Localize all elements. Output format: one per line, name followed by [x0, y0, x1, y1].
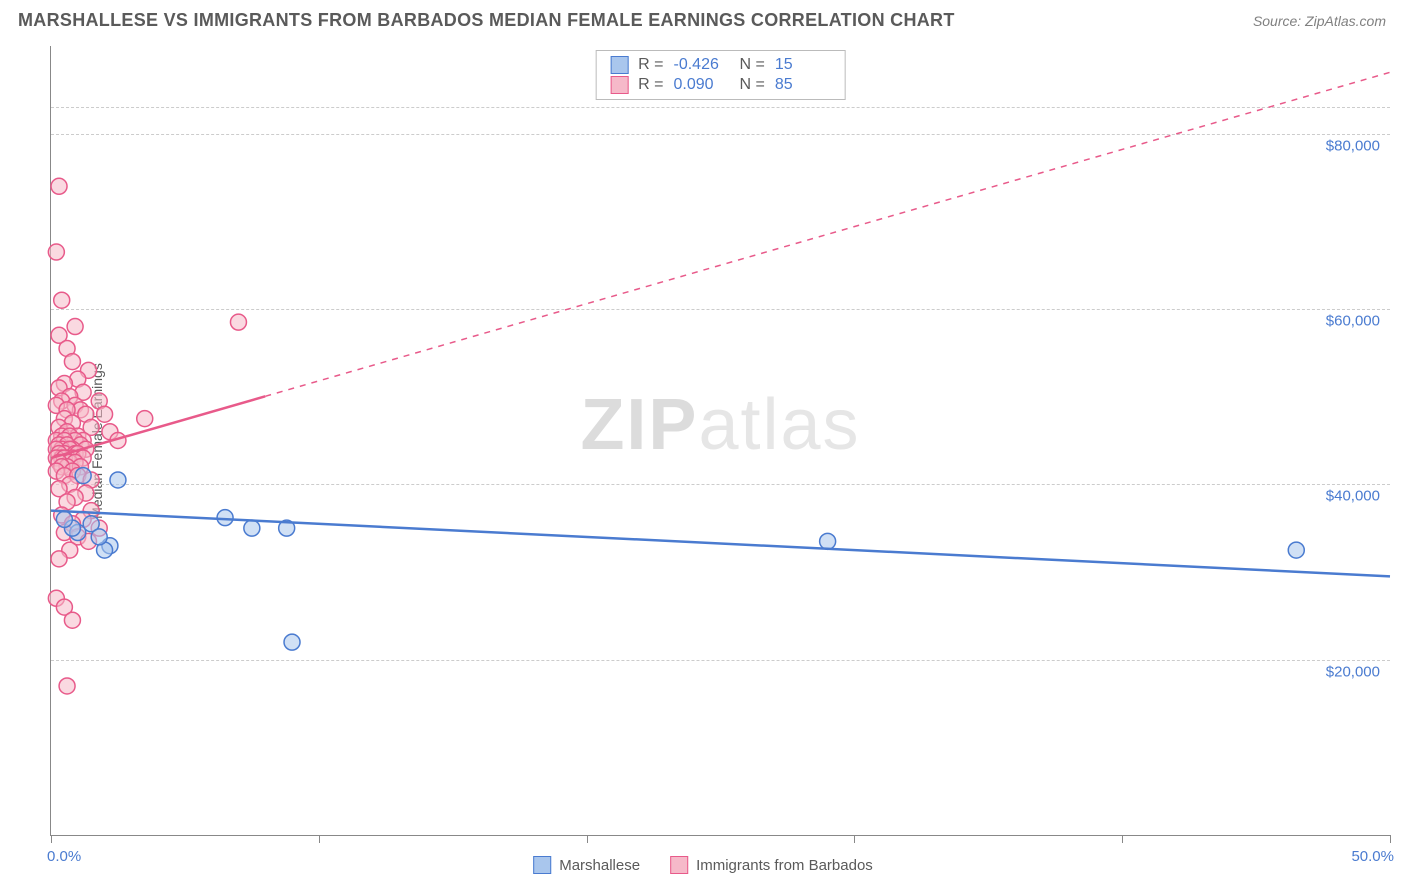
- data-point: [54, 292, 70, 308]
- data-point: [137, 411, 153, 427]
- data-point: [59, 678, 75, 694]
- legend-label-pink: Immigrants from Barbados: [696, 857, 873, 874]
- data-point: [64, 612, 80, 628]
- n2-label: N =: [740, 76, 765, 94]
- x-tick: [854, 835, 855, 843]
- swatch-pink: [610, 76, 628, 94]
- x-tick: [1390, 835, 1391, 843]
- data-point: [1288, 542, 1304, 558]
- r2-label: R =: [638, 76, 663, 94]
- n1-label: N =: [740, 56, 765, 74]
- swatch-blue: [610, 56, 628, 74]
- n1-value: 15: [775, 56, 831, 74]
- data-point: [67, 319, 83, 335]
- data-point: [217, 510, 233, 526]
- x-tick: [319, 835, 320, 843]
- trend-line: [265, 72, 1390, 396]
- data-point: [56, 511, 72, 527]
- data-point: [91, 529, 107, 545]
- data-point: [64, 354, 80, 370]
- n2-value: 85: [775, 76, 831, 94]
- r2-value: 0.090: [674, 76, 730, 94]
- data-point: [48, 244, 64, 260]
- x-tick: [1122, 835, 1123, 843]
- x-max-label: 50.0%: [1351, 848, 1394, 865]
- r1-value: -0.426: [674, 56, 730, 74]
- correlation-legend: R = -0.426 N = 15 R = 0.090 N = 85: [595, 50, 846, 100]
- correlation-row-blue: R = -0.426 N = 15: [610, 55, 831, 75]
- data-point: [230, 314, 246, 330]
- data-point: [110, 472, 126, 488]
- legend-swatch-blue: [533, 856, 551, 874]
- source-attribution: Source: ZipAtlas.com: [1253, 13, 1386, 29]
- data-point: [51, 551, 67, 567]
- legend-label-blue: Marshallese: [559, 857, 640, 874]
- legend-swatch-pink: [670, 856, 688, 874]
- data-point: [284, 634, 300, 650]
- legend-item-pink: Immigrants from Barbados: [670, 856, 873, 874]
- data-point: [75, 468, 91, 484]
- data-point: [244, 520, 260, 536]
- chart-title: MARSHALLESE VS IMMIGRANTS FROM BARBADOS …: [18, 10, 955, 31]
- plot-svg: [51, 46, 1390, 835]
- data-point: [51, 178, 67, 194]
- y-tick-label: $20,000: [1326, 663, 1380, 680]
- x-tick: [587, 835, 588, 843]
- data-point: [97, 406, 113, 422]
- series-legend: Marshallese Immigrants from Barbados: [533, 856, 873, 874]
- r1-label: R =: [638, 56, 663, 74]
- y-tick-label: $80,000: [1326, 137, 1380, 154]
- x-tick: [51, 835, 52, 843]
- y-tick-label: $60,000: [1326, 313, 1380, 330]
- chart-area: Median Female Earnings ZIPatlas R = -0.4…: [50, 46, 1390, 836]
- y-tick-label: $40,000: [1326, 488, 1380, 505]
- data-point: [820, 533, 836, 549]
- legend-item-blue: Marshallese: [533, 856, 640, 874]
- trend-line: [51, 511, 1390, 577]
- correlation-row-pink: R = 0.090 N = 85: [610, 75, 831, 95]
- x-min-label: 0.0%: [47, 848, 81, 865]
